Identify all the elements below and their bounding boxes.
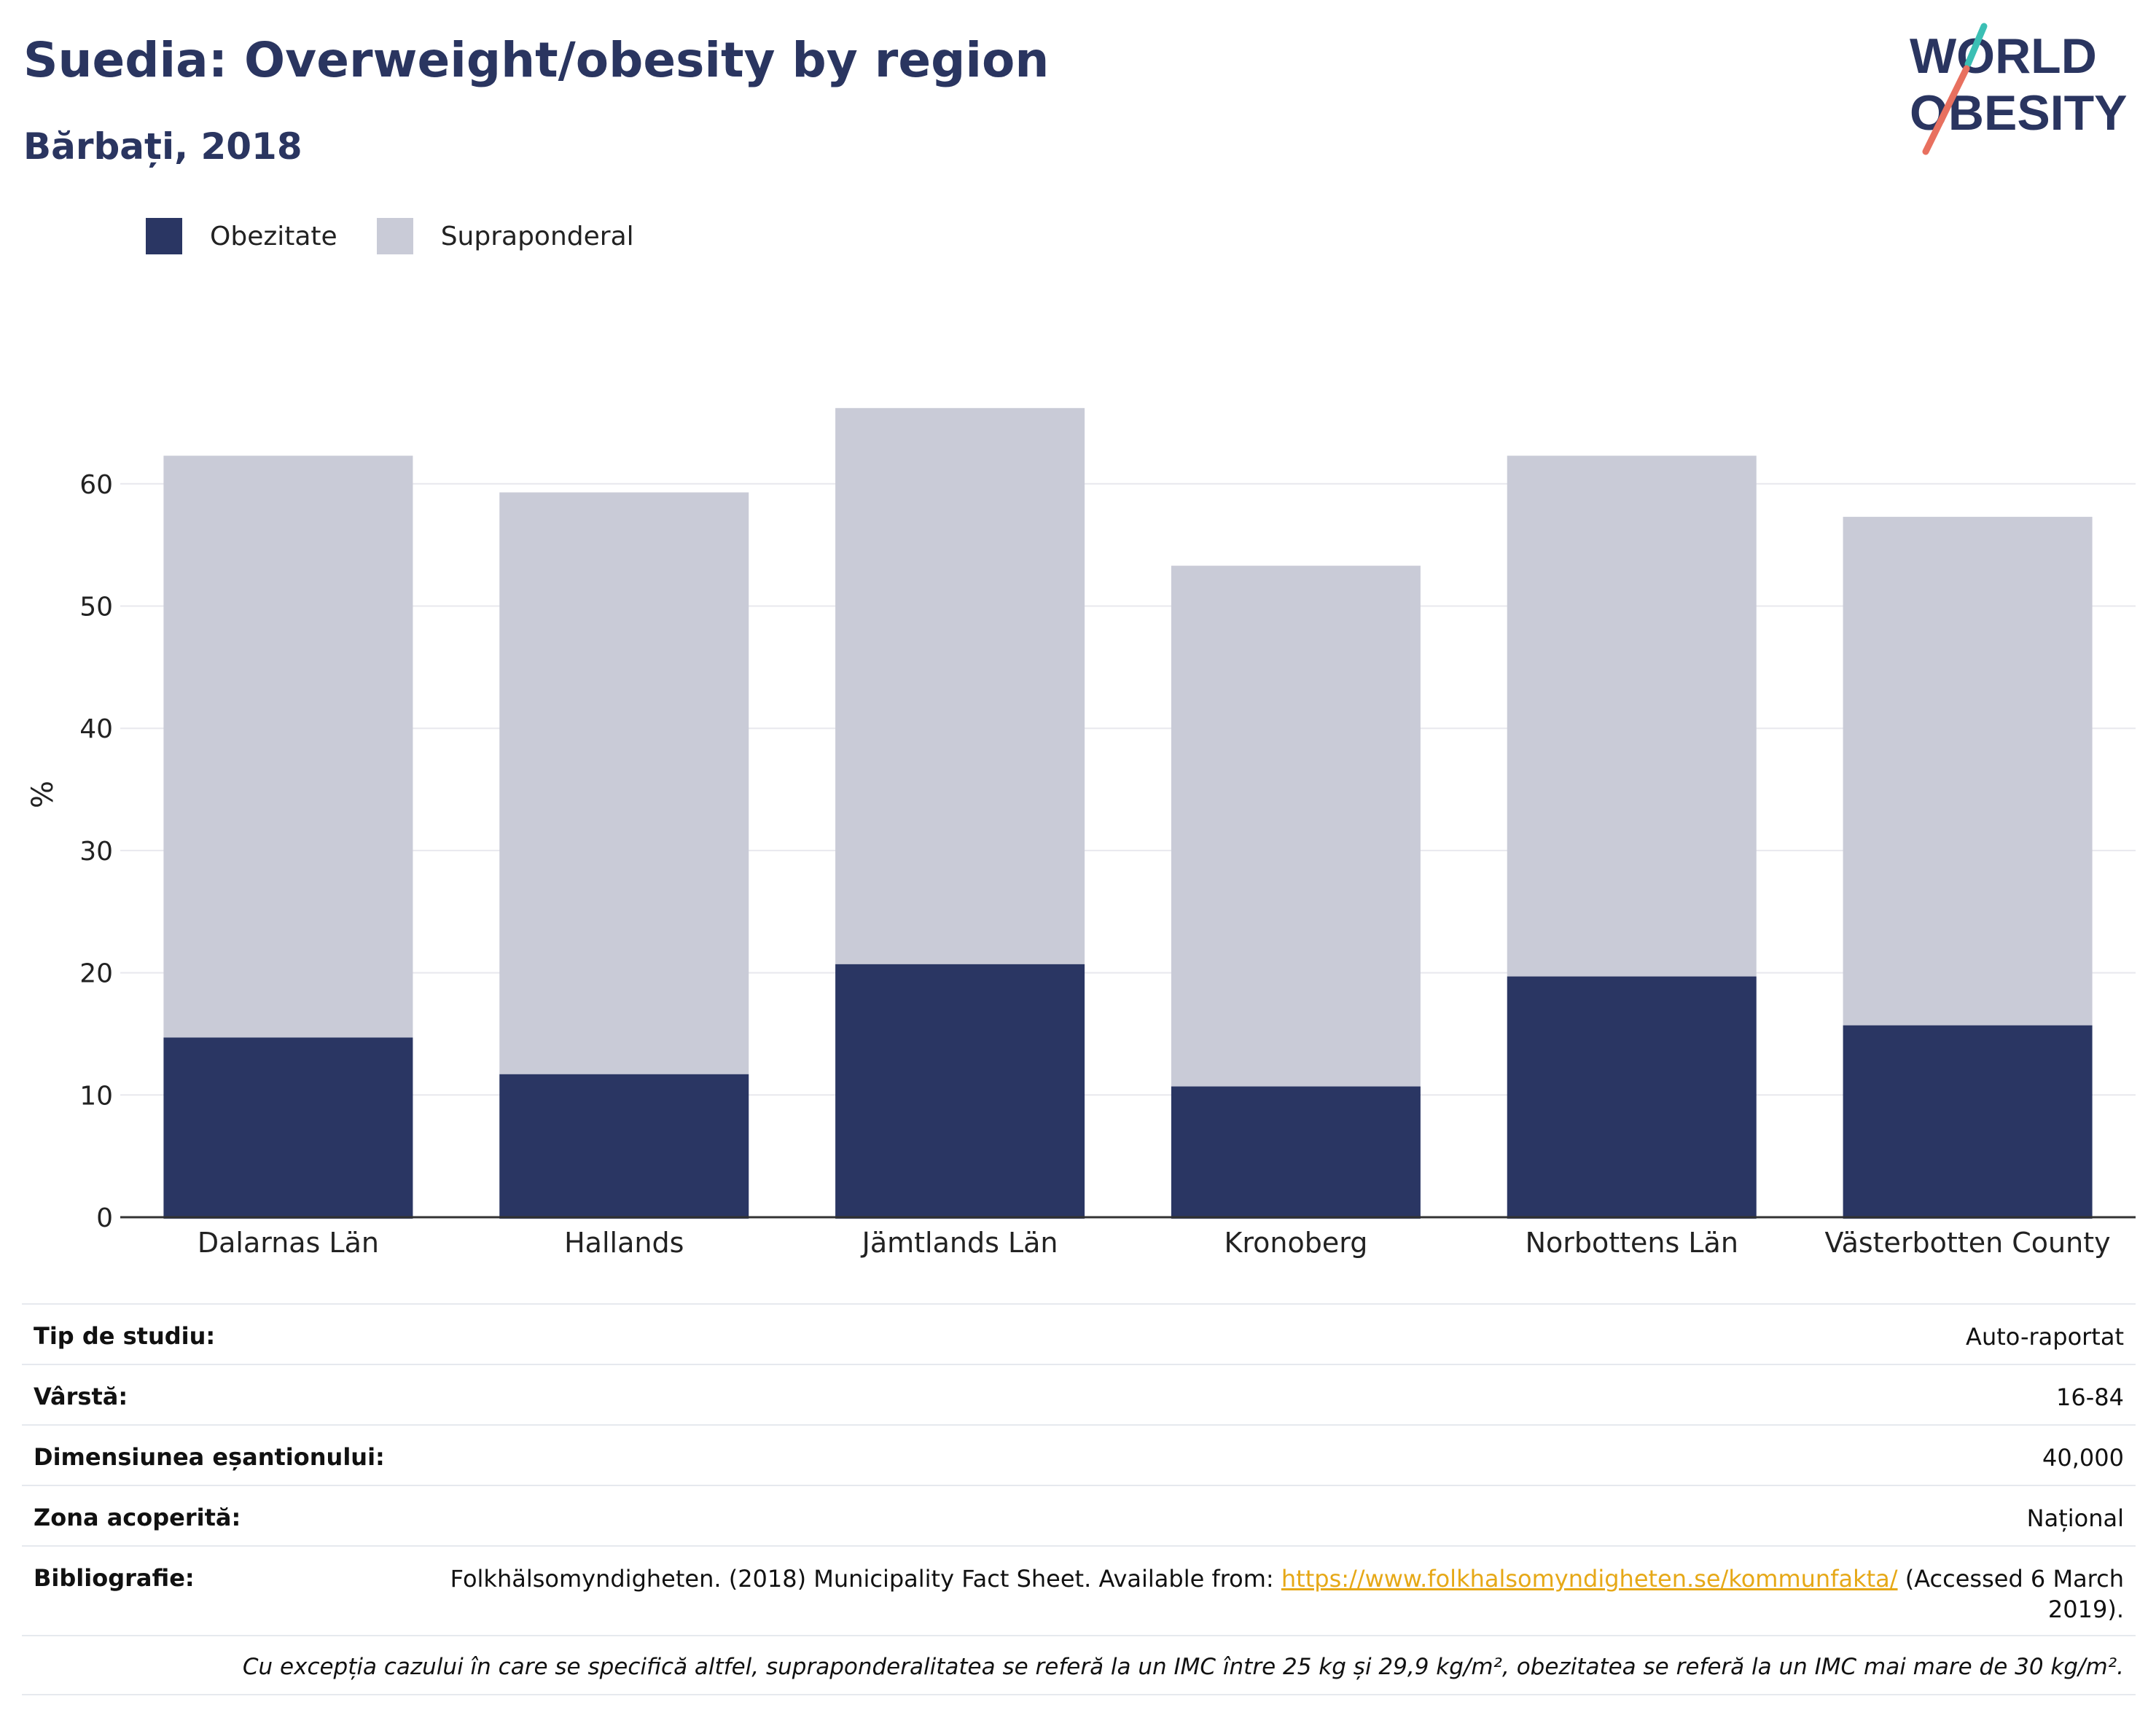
x-tick-label: Västerbotten County — [1825, 1227, 2111, 1259]
info-label-age: Vârstă: — [34, 1383, 128, 1410]
bar-overweight — [1843, 517, 2093, 1026]
y-axis-title: % — [26, 781, 60, 808]
legend-swatch-obesity — [146, 218, 182, 254]
info-row-bibliography: Bibliografie: Folkhälsomyndigheten. (201… — [22, 1545, 2136, 1635]
info-value-sample-size: 40,000 — [2042, 1444, 2124, 1472]
info-row-age: Vârstă: 16-84 — [22, 1364, 2136, 1424]
world-obesity-logo: WORLD OBESITY — [1910, 23, 2128, 155]
y-tick-label: 30 — [79, 837, 113, 867]
x-tick-label: Norbottens Län — [1526, 1227, 1738, 1259]
bar-obesity — [1843, 1025, 2093, 1219]
bar-overweight — [499, 492, 749, 1074]
bibliography-accessed: (Accessed 6 March 2019). — [1897, 1565, 2124, 1623]
y-tick-label: 10 — [79, 1081, 113, 1111]
logo-slash-coral — [1922, 65, 1970, 155]
legend-label-obesity: Obezitate — [210, 221, 337, 251]
info-value-age: 16-84 — [2056, 1383, 2124, 1411]
bar-obesity — [163, 1037, 413, 1219]
legend-item-overweight[interactable]: Supraponderal — [376, 218, 634, 254]
stacked-bar-chart: 0 10 20 30 40 50 60% Dalarnas Län Hallands Jämtla… — [26, 407, 2136, 1259]
info-row-area: Zona acoperită: Național — [22, 1485, 2136, 1545]
legend-item-obesity[interactable]: Obezitate — [146, 218, 337, 254]
bar-overweight — [1171, 566, 1421, 1087]
logo-slash-teal — [1964, 23, 1988, 68]
info-row-sample-size: Dimensiunea eșantionului: 40,000 — [22, 1424, 2136, 1485]
bibliography-link[interactable]: https://www.folkhalsomyndigheten.se/komm… — [1281, 1565, 1898, 1593]
x-tick-label: Dalarnas Län — [198, 1227, 379, 1259]
info-value-study-type: Auto-raportat — [1966, 1323, 2124, 1351]
info-label-sample-size: Dimensiunea eșantionului: — [34, 1443, 385, 1471]
info-label-bibliography: Bibliografie: — [34, 1564, 195, 1592]
x-tick-label: Jämtlands Län — [861, 1227, 1058, 1259]
info-value-bibliography: Folkhälsomyndigheten. (2018) Municipalit… — [448, 1564, 2124, 1625]
y-tick-label: 20 — [79, 959, 113, 989]
x-tick-label: Hallands — [564, 1227, 684, 1259]
bar-overweight — [163, 456, 413, 1038]
x-tick-label: Kronoberg — [1224, 1227, 1367, 1259]
page-title: Suedia: Overweight/obesity by region — [23, 32, 1050, 88]
logo-text-world: WORLD — [1910, 28, 2097, 84]
bar-obesity — [499, 1074, 749, 1219]
legend-swatch-overweight — [376, 218, 413, 254]
definition-note: Cu excepția cazului în care se specifică… — [22, 1635, 2136, 1695]
info-label-area: Zona acoperită: — [34, 1504, 241, 1531]
page-subtitle: Bărbați, 2018 — [23, 125, 302, 168]
chart-legend: Obezitate Supraponderal — [146, 217, 673, 255]
y-tick-label: 50 — [79, 593, 113, 622]
info-value-area: Național — [2026, 1504, 2124, 1532]
info-label-study-type: Tip de studiu: — [34, 1322, 216, 1350]
bar-obesity — [1507, 976, 1757, 1219]
study-info-table: Tip de studiu: Auto-raportat Vârstă: 16-… — [22, 1303, 2136, 1695]
bibliography-text: Folkhälsomyndigheten. (2018) Municipalit… — [450, 1565, 1281, 1593]
bar-obesity — [1171, 1086, 1421, 1219]
bar-overweight — [835, 407, 1085, 964]
y-tick-label: 60 — [79, 470, 113, 500]
y-tick-label: 0 — [96, 1203, 113, 1233]
bar-overweight — [1507, 456, 1757, 977]
info-row-study-type: Tip de studiu: Auto-raportat — [22, 1303, 2136, 1364]
y-tick-label: 40 — [79, 714, 113, 744]
legend-label-overweight: Supraponderal — [440, 221, 634, 251]
bar-obesity — [835, 964, 1085, 1219]
